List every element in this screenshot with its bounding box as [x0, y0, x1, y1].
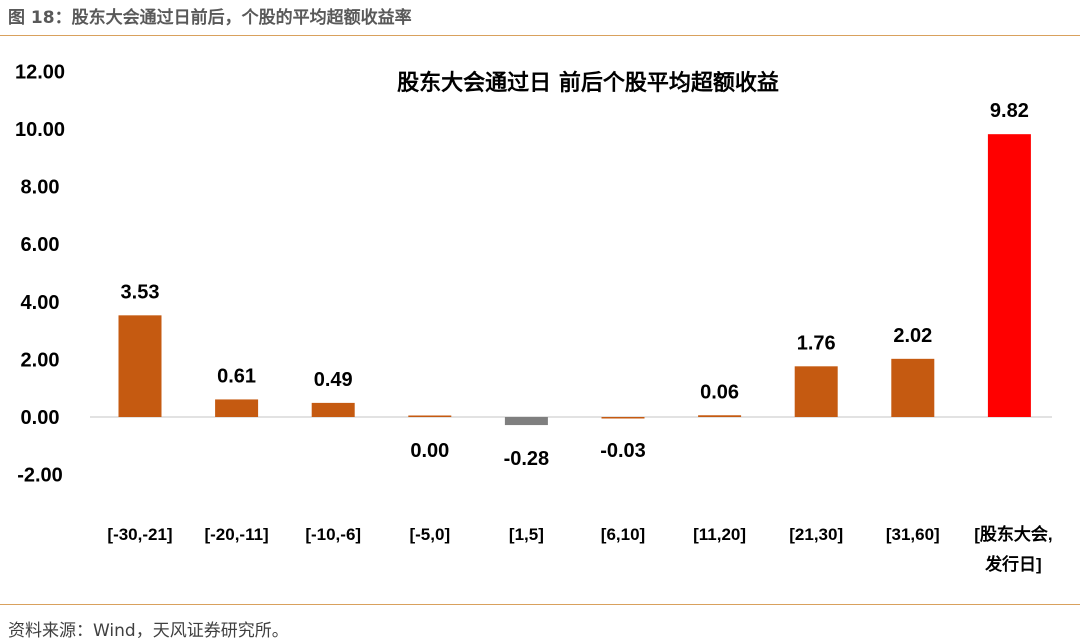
chart-title: 股东大会通过日 前后个股平均超额收益: [397, 70, 779, 96]
x-tick-label: [21,30]: [789, 525, 843, 544]
bar: [987, 134, 1031, 417]
y-tick-label: 10.00: [15, 119, 65, 141]
x-tick-label: [1,5]: [509, 525, 544, 544]
x-tick-label: [11,20]: [693, 525, 746, 544]
bar: [408, 415, 452, 417]
data-label: 0.00: [410, 440, 449, 462]
data-label: 0.61: [217, 365, 256, 387]
x-tick-label: [股东大会,: [974, 524, 1052, 544]
y-tick-label: 12.00: [15, 61, 65, 83]
figure-caption: 图 18：股东大会通过日前后，个股的平均超额收益率: [8, 8, 412, 28]
x-tick-label: [-10,-6]: [305, 525, 361, 544]
bar: [118, 315, 162, 417]
data-label: 0.06: [700, 381, 739, 403]
x-tick-label: [31,60]: [886, 525, 940, 544]
y-tick-label: 2.00: [21, 349, 60, 371]
bar: [215, 399, 259, 417]
data-label: -0.28: [504, 448, 550, 470]
bar: [891, 358, 935, 417]
data-label: 9.82: [990, 100, 1029, 122]
x-tick-label: [-20,-11]: [204, 525, 268, 544]
y-tick-label: -2.00: [17, 465, 63, 487]
y-tick-label: 4.00: [21, 292, 60, 314]
bar: [504, 417, 548, 426]
y-tick-label: 0.00: [21, 407, 60, 429]
x-tick-label: [6,10]: [601, 525, 645, 544]
bar: [601, 417, 645, 419]
x-tick-label: [-5,0]: [409, 525, 450, 544]
bottom-rule: [0, 604, 1080, 605]
x-tick-label: 发行日]: [984, 554, 1042, 574]
data-label: 2.02: [893, 325, 932, 347]
y-tick-label: 8.00: [21, 177, 60, 199]
data-label: 1.76: [797, 332, 836, 354]
data-label: 0.49: [314, 369, 353, 391]
top-rule: [0, 35, 1080, 36]
y-tick-label: 6.00: [21, 234, 60, 256]
bar: [794, 366, 838, 417]
data-label: -0.03: [600, 440, 646, 462]
data-label: 3.53: [121, 281, 160, 303]
bar: [698, 415, 742, 417]
bar: [311, 402, 355, 417]
bar-chart: 股东大会通过日 前后个股平均超额收益 12.00 10.00 8.00 6.00 4.00…: [15, 61, 1053, 574]
x-tick-label: [-30,-21]: [107, 525, 172, 544]
source-note: 资料来源：Wind，天风证券研究所。: [8, 621, 289, 641]
